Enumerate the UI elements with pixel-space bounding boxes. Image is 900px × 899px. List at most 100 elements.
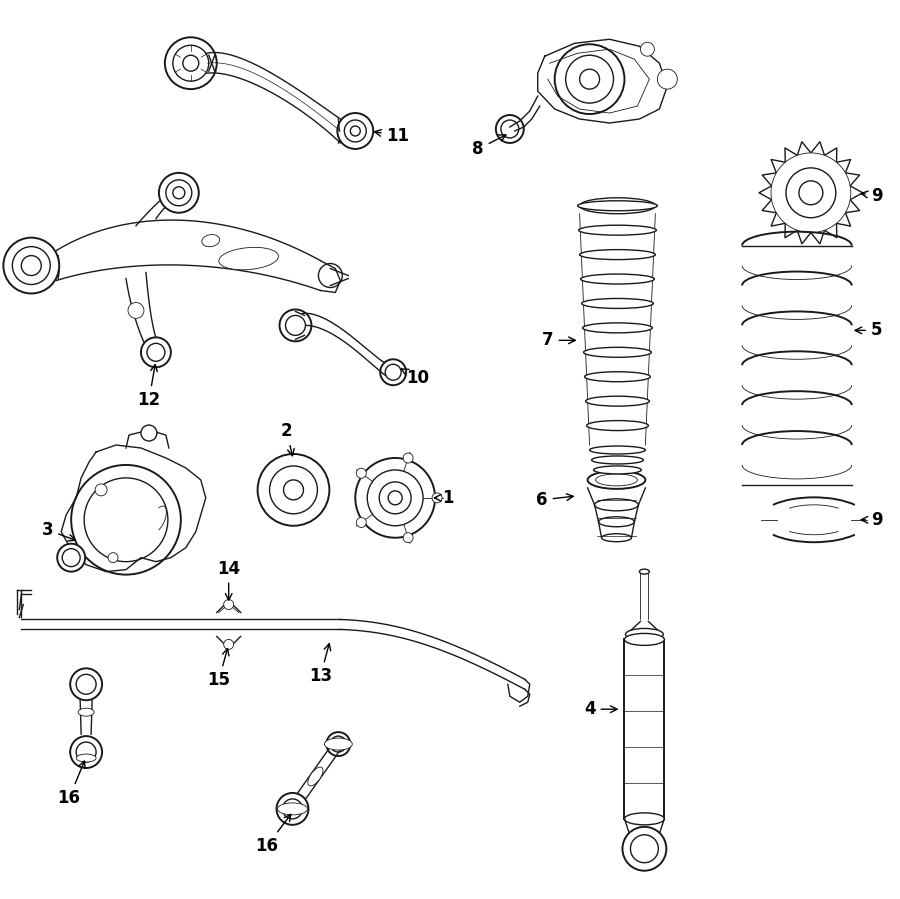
Circle shape: [496, 115, 524, 143]
Circle shape: [379, 482, 411, 514]
Circle shape: [128, 302, 144, 318]
Circle shape: [173, 187, 184, 199]
Circle shape: [257, 454, 329, 526]
Circle shape: [141, 337, 171, 368]
Ellipse shape: [580, 250, 655, 260]
Ellipse shape: [580, 198, 655, 214]
Circle shape: [385, 364, 401, 380]
Text: 16: 16: [256, 814, 291, 855]
Ellipse shape: [639, 569, 650, 574]
Circle shape: [388, 491, 402, 505]
Circle shape: [280, 309, 311, 342]
Circle shape: [224, 639, 234, 649]
Circle shape: [147, 343, 165, 361]
Ellipse shape: [595, 499, 638, 511]
Circle shape: [95, 484, 107, 496]
Circle shape: [224, 600, 234, 610]
Ellipse shape: [277, 803, 308, 814]
Text: 13: 13: [309, 644, 332, 685]
Circle shape: [62, 548, 80, 566]
Circle shape: [159, 173, 199, 213]
Circle shape: [403, 453, 413, 463]
Circle shape: [4, 237, 59, 293]
Text: 8: 8: [472, 135, 506, 158]
Circle shape: [367, 470, 423, 526]
Circle shape: [165, 37, 217, 89]
Ellipse shape: [308, 767, 323, 786]
Circle shape: [319, 263, 342, 288]
Ellipse shape: [594, 466, 642, 474]
Circle shape: [356, 518, 366, 528]
Circle shape: [580, 69, 599, 89]
Text: 12: 12: [138, 364, 160, 409]
Ellipse shape: [580, 274, 654, 284]
Circle shape: [771, 153, 850, 233]
Text: 6: 6: [536, 491, 573, 509]
Circle shape: [141, 425, 157, 441]
Circle shape: [403, 533, 413, 543]
Circle shape: [554, 44, 625, 114]
Ellipse shape: [596, 474, 637, 485]
Ellipse shape: [585, 372, 651, 382]
Circle shape: [432, 493, 442, 503]
Circle shape: [70, 736, 102, 768]
Circle shape: [173, 45, 209, 81]
Text: 3: 3: [41, 521, 75, 541]
Circle shape: [356, 458, 435, 538]
Ellipse shape: [625, 634, 664, 645]
Circle shape: [356, 468, 366, 478]
Ellipse shape: [625, 813, 664, 825]
Text: 9: 9: [861, 187, 883, 205]
Ellipse shape: [588, 471, 645, 489]
Text: 1: 1: [435, 489, 454, 507]
Circle shape: [380, 360, 406, 385]
Circle shape: [58, 544, 86, 572]
Circle shape: [108, 553, 118, 563]
Circle shape: [276, 793, 309, 825]
Circle shape: [84, 478, 168, 562]
Circle shape: [70, 668, 102, 700]
Ellipse shape: [324, 738, 352, 750]
Ellipse shape: [590, 446, 645, 454]
Ellipse shape: [586, 396, 650, 406]
Circle shape: [76, 742, 96, 762]
Text: 7: 7: [542, 332, 575, 350]
Ellipse shape: [591, 456, 644, 464]
Ellipse shape: [598, 517, 634, 527]
Circle shape: [285, 316, 305, 335]
Text: 2: 2: [281, 422, 294, 456]
Text: 15: 15: [207, 648, 230, 690]
Circle shape: [623, 827, 666, 871]
Circle shape: [630, 835, 659, 863]
Ellipse shape: [587, 421, 648, 431]
Text: 10: 10: [401, 369, 429, 387]
Circle shape: [283, 799, 302, 819]
Circle shape: [330, 736, 346, 752]
Ellipse shape: [219, 247, 278, 270]
Text: 14: 14: [217, 559, 240, 601]
Circle shape: [13, 246, 50, 284]
Circle shape: [270, 466, 318, 514]
Ellipse shape: [578, 200, 657, 210]
Text: 11: 11: [374, 127, 410, 145]
Circle shape: [183, 55, 199, 71]
Text: 16: 16: [58, 761, 85, 807]
Ellipse shape: [626, 628, 663, 640]
Circle shape: [657, 69, 678, 89]
Circle shape: [350, 126, 360, 136]
Ellipse shape: [581, 298, 653, 308]
Circle shape: [641, 42, 654, 57]
Text: 4: 4: [584, 700, 617, 718]
Ellipse shape: [601, 534, 632, 542]
Ellipse shape: [78, 708, 94, 717]
Ellipse shape: [579, 225, 656, 236]
Circle shape: [76, 674, 96, 694]
Ellipse shape: [76, 754, 96, 762]
Text: 9: 9: [861, 511, 883, 529]
Ellipse shape: [582, 323, 652, 333]
Circle shape: [71, 465, 181, 574]
Circle shape: [799, 181, 823, 205]
Circle shape: [338, 113, 374, 149]
Circle shape: [22, 255, 41, 275]
Circle shape: [500, 120, 518, 138]
